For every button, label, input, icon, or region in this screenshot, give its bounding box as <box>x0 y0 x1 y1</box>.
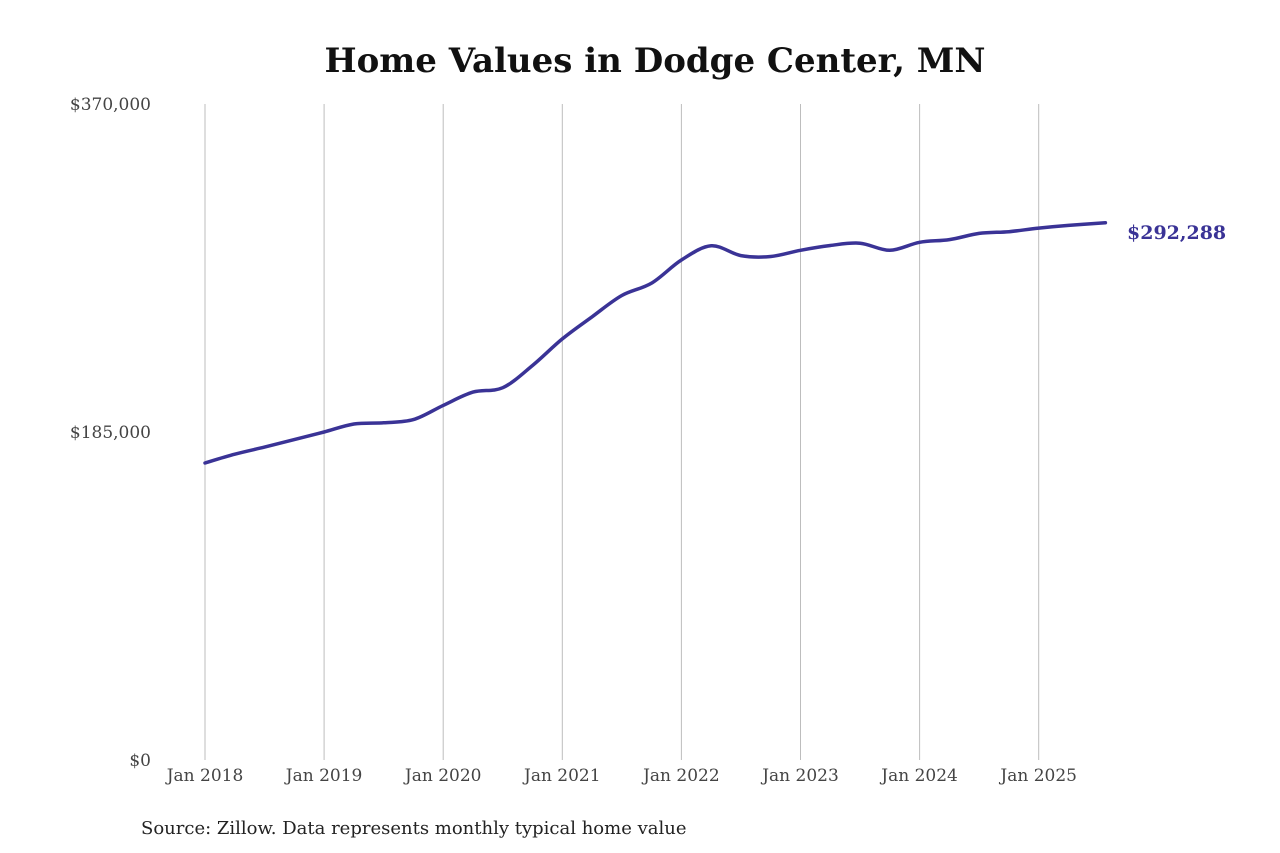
x-tick-label: Jan 2022 <box>641 766 720 786</box>
x-axis-tick-labels: Jan 2018 Jan 2019 Jan 2020 Jan 2021 Jan 2022… <box>165 766 1077 786</box>
home-value-line <box>203 221 1108 465</box>
end-value-label: $292,288 <box>1127 222 1226 244</box>
y-tick-label: $185,000 <box>70 423 151 443</box>
x-tick-label: Jan 2025 <box>998 766 1077 786</box>
gridlines <box>204 104 1040 760</box>
x-tick-label: Jan 2023 <box>760 766 839 786</box>
x-tick-label: Jan 2019 <box>284 766 363 786</box>
x-tick-label: Jan 2020 <box>403 766 482 786</box>
x-tick-label: Jan 2021 <box>522 766 601 786</box>
y-tick-label: $0 <box>129 751 151 771</box>
source-note: Source: Zillow. Data represents monthly … <box>141 818 687 839</box>
x-tick-label: Jan 2024 <box>879 766 958 786</box>
y-axis-tick-labels: $370,000 $185,000 $0 <box>70 95 151 771</box>
chart-title: Home Values in Dodge Center, MN <box>324 41 985 81</box>
x-tick-label: Jan 2018 <box>165 766 244 786</box>
y-tick-label: $370,000 <box>70 95 151 115</box>
